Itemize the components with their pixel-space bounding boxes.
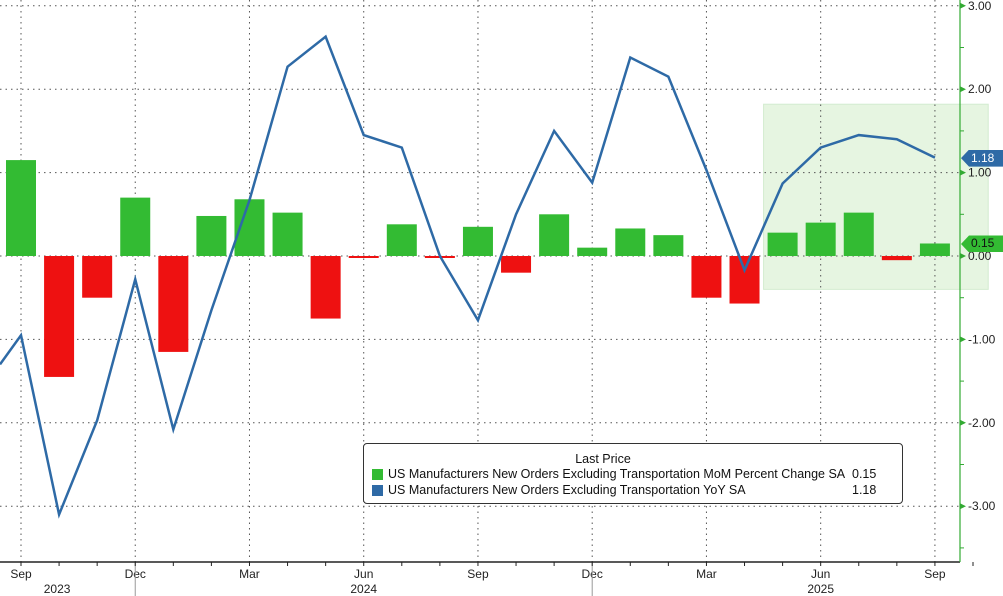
legend-item-yoy: US Manufacturers New Orders Excluding Tr…: [364, 482, 902, 498]
legend-label: US Manufacturers New Orders Excluding Tr…: [388, 483, 746, 497]
y-tick-mark: [960, 419, 966, 426]
legend-value: 0.15: [852, 467, 877, 481]
bar-feb-2024: [196, 215, 227, 256]
yoy-line: [0, 34, 936, 519]
bar-oct-2024: [501, 256, 532, 273]
bar-jan-2024: [158, 256, 189, 352]
bar-jul-2025: [843, 212, 874, 256]
y-tick-label: 1.00: [968, 166, 992, 180]
y-tick-label: -1.00: [968, 332, 996, 346]
y-tick-mark: [960, 86, 966, 93]
bar-nov-2023: [82, 256, 113, 298]
x-tick-label: Mar: [696, 567, 717, 581]
legend-title: Last Price: [575, 452, 631, 466]
bar-may-2024: [310, 256, 341, 319]
bar-apr-2025: [729, 256, 760, 304]
last-value-tag-mom: 0.15: [961, 235, 1003, 253]
x-tick-label: Jun: [811, 567, 830, 581]
bar-jun-2025: [805, 222, 836, 256]
year-label: 2024: [350, 582, 377, 596]
legend-value: 1.18: [852, 483, 877, 497]
x-tick-label: Sep: [924, 567, 946, 581]
y-tick-mark: [960, 253, 966, 259]
y-tick-mark: [960, 503, 966, 510]
last-value-tag-yoy: 1.18: [961, 149, 1003, 167]
y-tick-mark: [960, 336, 966, 343]
bar-mar-2025: [691, 256, 722, 298]
bar-jun-2024: [348, 256, 379, 258]
y-tick-label: 2.00: [968, 82, 992, 96]
y-tick-label: 3.00: [968, 0, 992, 13]
year-label: 2023: [44, 582, 71, 596]
bar-sep-2024: [462, 226, 493, 256]
y-tick-mark: [960, 2, 966, 9]
legend: Last Price US Manufacturers New Orders E…: [363, 443, 903, 504]
year-label: 2025: [807, 582, 834, 596]
bar-nov-2024: [539, 214, 570, 256]
y-tick-label: -2.00: [968, 416, 996, 430]
bar-apr-2024: [272, 212, 303, 256]
bar-oct-2023: [44, 256, 75, 377]
legend-item-mom: US Manufacturers New Orders Excluding Tr…: [364, 466, 902, 482]
y-tick-label: 0.00: [968, 249, 992, 263]
x-tick-label: Sep: [10, 567, 32, 581]
bar-dec-2023: [120, 197, 151, 256]
legend-swatch-green: [372, 468, 383, 480]
bar-dec-2024: [577, 247, 608, 256]
x-tick-label: Jun: [354, 567, 373, 581]
bar-aug-2025: [881, 256, 912, 261]
bar-jan-2025: [615, 228, 646, 256]
y-tick-label: -3.00: [968, 499, 996, 513]
x-tick-label: Sep: [467, 567, 489, 581]
bar-may-2025: [767, 232, 798, 256]
bar-jul-2024: [386, 224, 417, 256]
x-tick-label: Mar: [239, 567, 260, 581]
highlight-region: [763, 103, 989, 290]
bar-sep-2025: [919, 243, 950, 256]
bar-sep-2023: [6, 160, 36, 256]
y-tick-mark: [960, 169, 966, 176]
legend-label: US Manufacturers New Orders Excluding Tr…: [388, 467, 846, 481]
bar-feb-2025: [653, 235, 684, 256]
legend-swatch-blue: [372, 484, 383, 496]
